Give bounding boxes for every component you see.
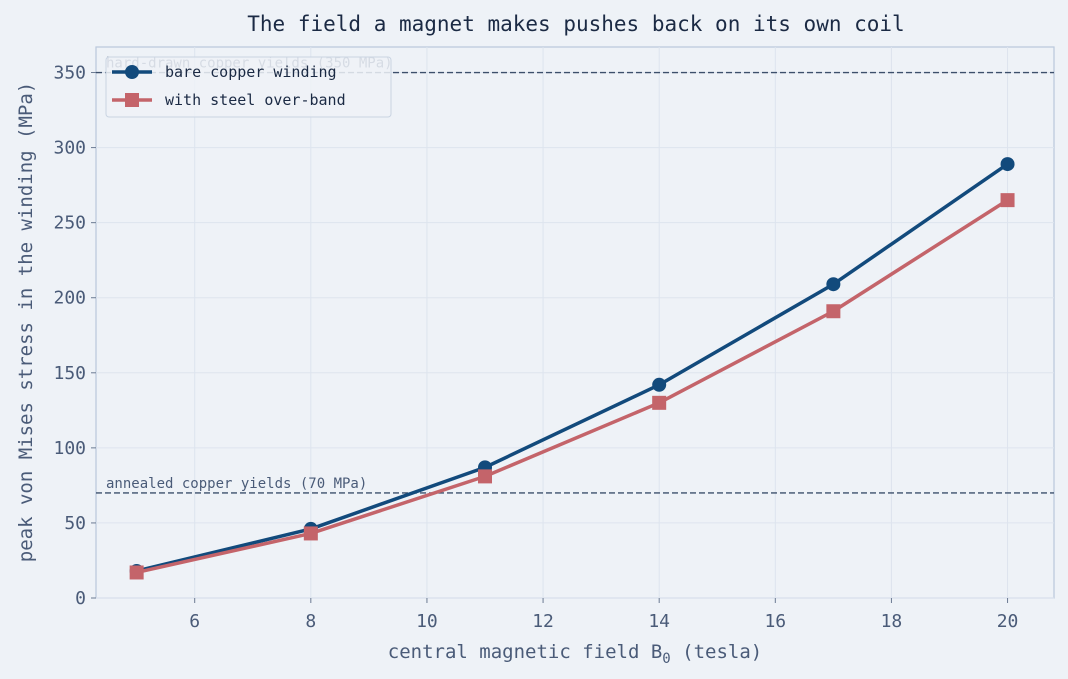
x-axis-ticks: 6 8 10 12 14 16 18 20: [189, 598, 1018, 632]
x-tick-label: 10: [416, 611, 438, 632]
x-tick-label: 18: [881, 611, 903, 632]
x-axis-label: central magnetic field B0 (tesla): [388, 641, 763, 667]
x-tick-label: 6: [189, 611, 200, 632]
legend-label: with steel over-band: [165, 91, 346, 109]
x-tick-label: 16: [764, 611, 786, 632]
series-line-1: [136, 198, 1009, 575]
x-tick-label: 20: [997, 611, 1019, 632]
y-tick-label: 200: [53, 288, 86, 309]
reference-line-label: annealed copper yields (70 MPa): [106, 476, 367, 492]
data-point: [478, 469, 493, 484]
data-point: [303, 526, 318, 541]
data-point: [652, 377, 667, 392]
y-tick-label: 300: [53, 138, 86, 159]
y-tick-label: 150: [53, 363, 86, 384]
x-tick-label: 12: [532, 611, 554, 632]
x-axis-label-subscript: 0: [662, 651, 670, 667]
series-line-0: [136, 162, 1009, 573]
y-tick-label: 0: [75, 588, 86, 609]
x-axis-label-suffix: (tesla): [671, 641, 763, 663]
legend: bare copper winding with steel over-band: [105, 56, 392, 118]
legend-marker: [125, 65, 139, 79]
y-tick-label: 250: [53, 213, 86, 234]
data-point: [652, 395, 667, 410]
legend-label: bare copper winding: [165, 63, 337, 81]
x-tick-label: 14: [648, 611, 670, 632]
grid: [96, 47, 1054, 599]
data-point: [1000, 157, 1015, 172]
data-point: [1000, 193, 1015, 208]
data-point: [826, 277, 841, 292]
y-tick-label: 100: [53, 438, 86, 459]
y-axis-label: peak von Mises stress in the winding (MP…: [15, 82, 37, 562]
plot-area: [95, 46, 1055, 599]
y-tick-label: 350: [53, 63, 86, 84]
data-point: [129, 565, 144, 580]
y-axis-ticks: 0 50 100 150 200 250 300 350: [53, 63, 96, 609]
chart-title: The field a magnet makes pushes back on …: [247, 12, 904, 36]
y-tick-label: 50: [64, 513, 86, 534]
x-tick-label: 8: [305, 611, 316, 632]
legend-box: [105, 56, 392, 118]
data-point: [826, 304, 841, 319]
legend-marker: [125, 93, 139, 107]
series-group: [129, 157, 1015, 580]
